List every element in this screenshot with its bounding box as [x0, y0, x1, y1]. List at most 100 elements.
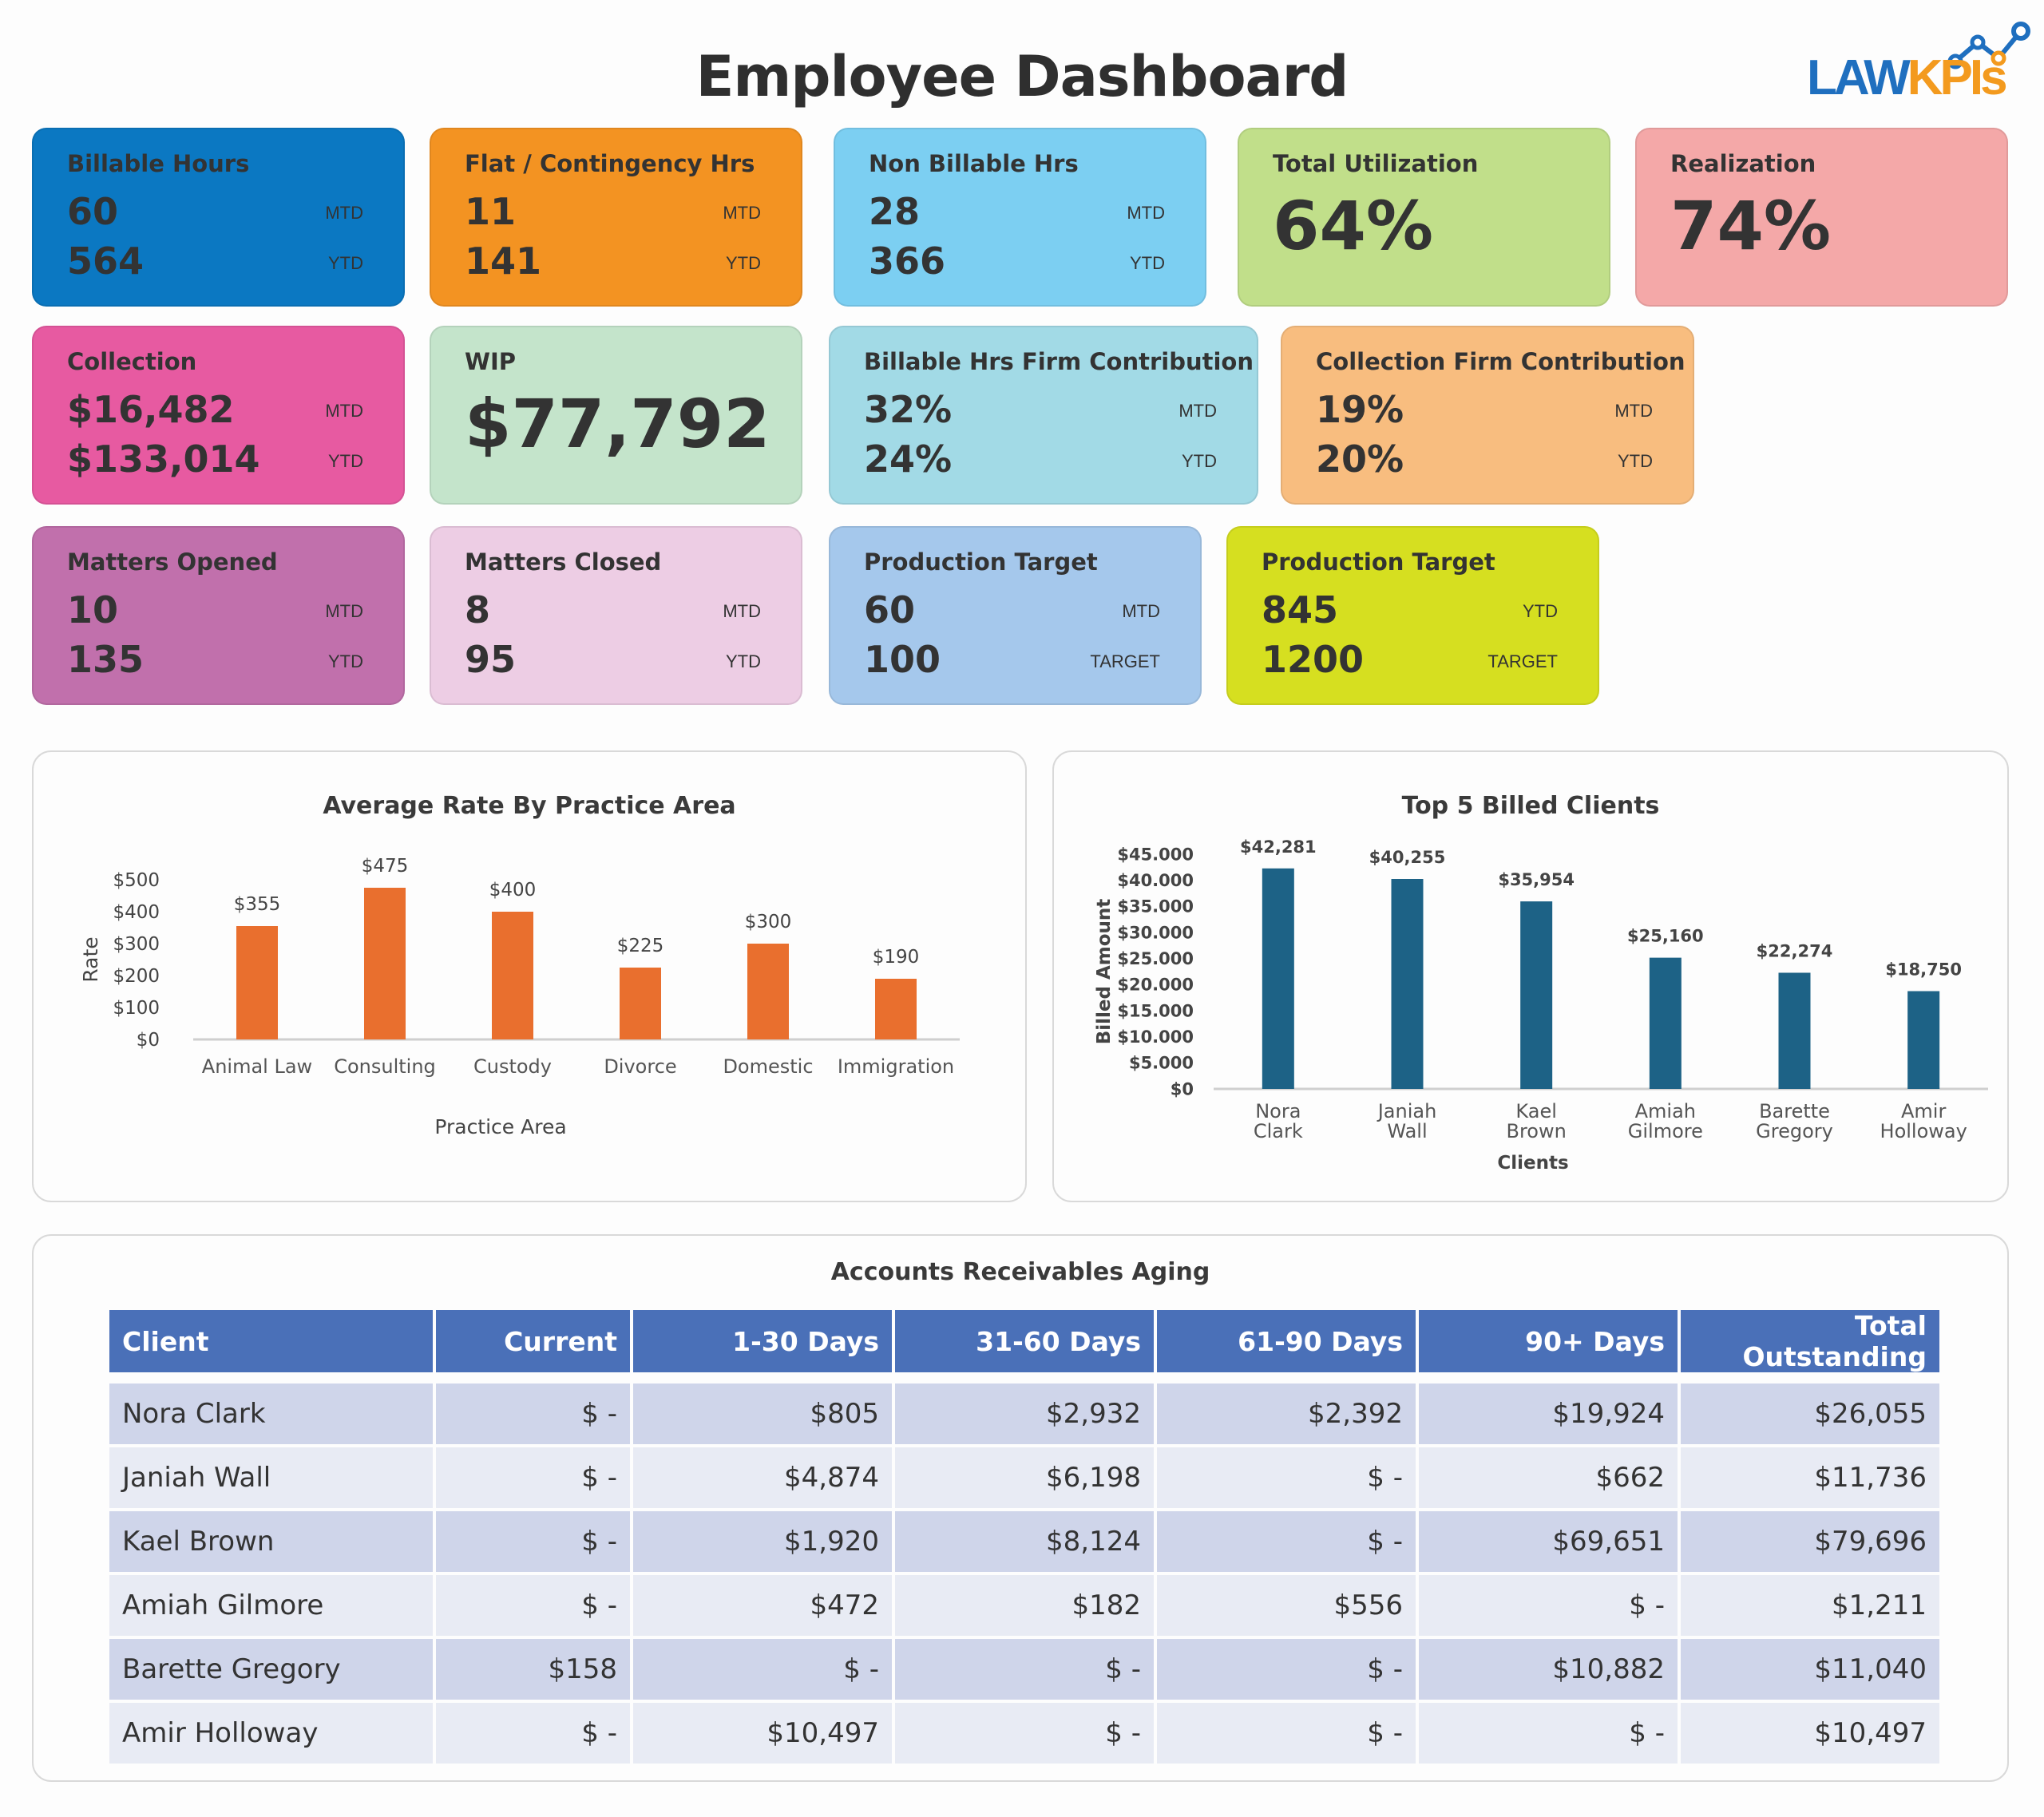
data-label: $400 — [489, 880, 537, 901]
mtd-value: 32% — [864, 388, 953, 431]
clients-bar-chart: $0 $5.000 $10.000 $15.000 $20.000 $25.000 $30.… — [1094, 837, 1988, 1174]
card-title: Collection — [67, 348, 197, 375]
ytd-label: YTD — [328, 451, 363, 471]
card-title: Billable Hrs Firm Contribution — [864, 348, 1254, 375]
amount-cell: $472 — [633, 1575, 892, 1636]
amount-cell: $182 — [895, 1575, 1154, 1636]
category-label: Janiah — [1377, 1100, 1437, 1122]
column-header[interactable]: 90+ Days — [1419, 1310, 1678, 1372]
data-label: $355 — [234, 894, 281, 915]
y-tick-label: $200 — [113, 966, 160, 987]
amount-cell: $19,924 — [1419, 1384, 1678, 1444]
amount-cell: $ - — [436, 1384, 630, 1444]
table-row: Nora Clark $ - $805 $2,932 $2,392 $19,924 $26,… — [109, 1384, 1939, 1444]
ytd-value: 24% — [864, 437, 953, 481]
y-tick-label: $0 — [137, 1030, 160, 1051]
kpi-total-utilization: Total Utilization 64% — [1238, 128, 1610, 307]
ytd-label: YTD — [328, 253, 363, 273]
card-title: Collection Firm Contribution — [1316, 348, 1686, 375]
y-axis-label: Billed Amount — [1094, 899, 1115, 1045]
bar — [875, 979, 917, 1039]
amount-cell: $ - — [436, 1703, 630, 1764]
realization-value: 74% — [1670, 187, 1832, 265]
bar — [492, 912, 533, 1039]
table-row: Barette Gregory $158 $ - $ - $ - $10,882 $11,0… — [109, 1639, 1939, 1700]
rate-bar-chart: $0 $100 $200 $300 $400 $500 Rate $355 Animal Law… — [79, 856, 960, 1138]
amount-cell: $ - — [1157, 1511, 1416, 1572]
utilization-value: 64% — [1273, 187, 1434, 265]
amount-cell: $556 — [1157, 1575, 1416, 1636]
card-title: Non Billable Hrs — [869, 150, 1079, 177]
clients-chart-panel: Top 5 Billed Clients $0 $5.000 $10.000 $15.… — [1052, 750, 2009, 1202]
bar — [1907, 991, 1940, 1089]
ytd-label: YTD — [726, 651, 761, 671]
ar-table: Client Current 1-30 Days 31-60 Days 61-90 Da… — [106, 1307, 1943, 1767]
category-label: Custody — [473, 1055, 552, 1078]
amount-cell: $2,932 — [895, 1384, 1154, 1444]
y-tick-label: $20.000 — [1117, 976, 1194, 995]
mtd-label: MTD — [325, 401, 363, 421]
y-tick-label: $45.000 — [1117, 845, 1194, 864]
category-label: Amiah — [1635, 1100, 1696, 1122]
category-label: Kael — [1515, 1100, 1556, 1122]
data-label: $225 — [617, 936, 664, 956]
mtd-value: 60 — [864, 588, 916, 631]
bar — [364, 888, 406, 1039]
column-header[interactable]: 31-60 Days — [895, 1310, 1154, 1372]
y-tick-label: $10.000 — [1117, 1027, 1194, 1047]
bar — [747, 944, 789, 1039]
y-tick-label: $40.000 — [1117, 871, 1194, 890]
x-axis-label: Clients — [1497, 1153, 1568, 1174]
mtd-label: MTD — [325, 203, 363, 223]
target-value: 100 — [864, 638, 941, 681]
bar — [1262, 868, 1294, 1089]
category-label: Immigration — [838, 1055, 954, 1078]
amount-cell: $ - — [633, 1639, 892, 1700]
ytd-label: YTD — [1523, 601, 1558, 621]
logo-law: LAW — [1807, 50, 1911, 105]
column-header[interactable]: Client — [109, 1310, 433, 1372]
data-label: $18,750 — [1885, 960, 1962, 980]
ytd-value: 141 — [465, 239, 542, 283]
column-header[interactable]: Total Outstanding — [1681, 1310, 1939, 1372]
amount-cell: $1,211 — [1681, 1575, 1939, 1636]
kpi-matters-opened: Matters Opened 10 MTD 135 YTD — [32, 526, 405, 705]
column-header[interactable]: 1-30 Days — [633, 1310, 892, 1372]
kpi-billable-hours: Billable Hours 60 MTD 564 YTD — [32, 128, 405, 307]
card-title: WIP — [465, 348, 517, 375]
category-label: Clark — [1254, 1120, 1303, 1142]
ytd-value: 95 — [465, 638, 517, 681]
y-tick-label: $0 — [1171, 1079, 1194, 1099]
card-title: Billable Hours — [67, 150, 250, 177]
kpi-collection: Collection $16,482 MTD $133,014 YTD — [32, 326, 405, 505]
amount-cell: $10,497 — [633, 1703, 892, 1764]
client-cell: Amiah Gilmore — [109, 1575, 433, 1636]
y-tick-label: $15.000 — [1117, 1001, 1194, 1020]
table-row: Amir Holloway $ - $10,497 $ - $ - $ - $10,497 — [109, 1703, 1939, 1764]
ytd-value: 366 — [869, 239, 946, 283]
ytd-label: YTD — [1618, 451, 1653, 471]
wip-value: $77,792 — [465, 385, 770, 463]
ar-header-row: Client Current 1-30 Days 31-60 Days 61-90 Da… — [109, 1310, 1939, 1372]
amount-cell: $ - — [436, 1447, 630, 1508]
y-tick-label: $300 — [113, 934, 160, 955]
logo-kpis: KPIs — [1907, 50, 2008, 105]
mtd-value: 11 — [465, 190, 517, 233]
amount-cell: $ - — [436, 1575, 630, 1636]
amount-cell: $26,055 — [1681, 1384, 1939, 1444]
data-label: $42,281 — [1240, 837, 1317, 857]
mtd-value: 19% — [1316, 388, 1404, 431]
y-tick-label: $500 — [113, 870, 160, 891]
kpi-matters-closed: Matters Closed 8 MTD 95 YTD — [430, 526, 802, 705]
amount-cell: $ - — [1157, 1447, 1416, 1508]
column-header[interactable]: 61-90 Days — [1157, 1310, 1416, 1372]
ytd-value: 135 — [67, 638, 145, 681]
amount-cell: $6,198 — [895, 1447, 1154, 1508]
kpi-collection-firm-contribution: Collection Firm Contribution 19% MTD 20%… — [1281, 326, 1694, 505]
category-label: Gilmore — [1628, 1120, 1703, 1142]
amount-cell: $ - — [895, 1703, 1154, 1764]
mtd-value: 60 — [67, 190, 119, 233]
kpi-production-target-ytd: Production Target 845 YTD 1200 TARGET — [1226, 526, 1599, 705]
kpi-wip: WIP $77,792 — [430, 326, 802, 505]
column-header[interactable]: Current — [436, 1310, 630, 1372]
